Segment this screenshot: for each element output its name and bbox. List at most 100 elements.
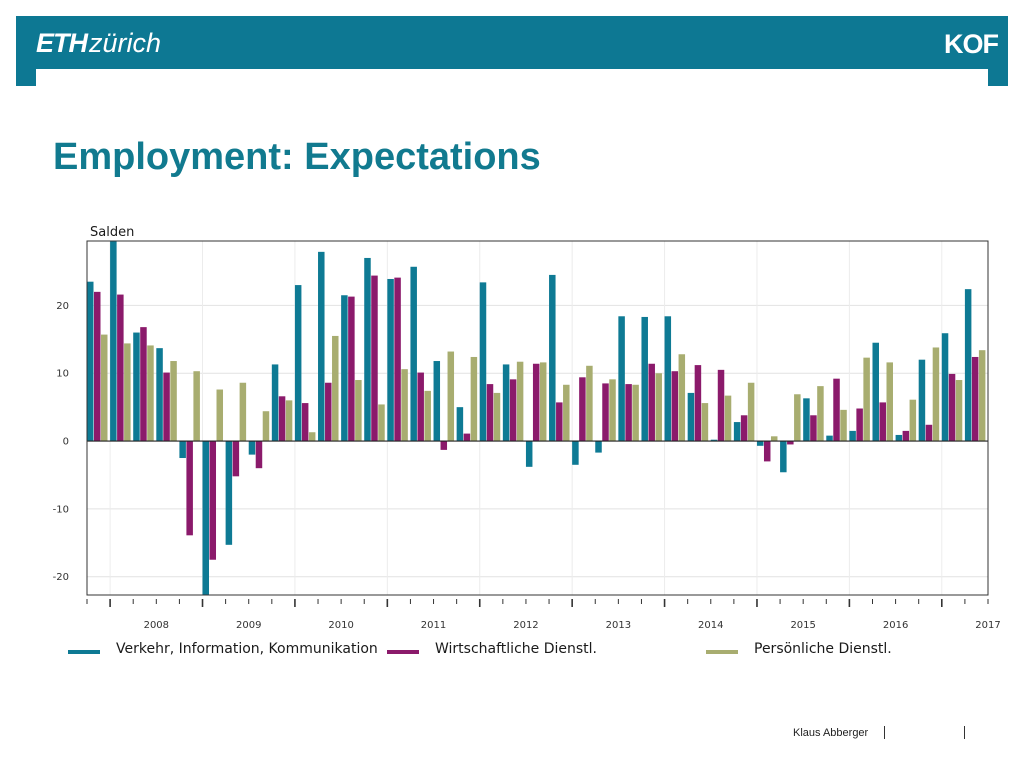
bar-2-2013Q4 — [655, 373, 662, 442]
y-tick-label: 20 — [56, 301, 69, 312]
bar-0-2015Q1 — [756, 441, 764, 446]
bar-0-2015Q2 — [780, 441, 787, 473]
bar-0-2008Q1 — [110, 241, 117, 442]
bar-2-2010Q3 — [355, 380, 362, 442]
bar-0-2011Q4 — [456, 407, 464, 442]
bar-1-2008Q4 — [186, 441, 193, 536]
bars — [87, 241, 986, 595]
header-bar — [16, 16, 1008, 69]
bar-2-2011Q4 — [470, 356, 478, 442]
bar-1-2017Q1 — [948, 373, 956, 442]
bar-2-2009Q1 — [216, 389, 224, 442]
bar-0-2009Q2 — [225, 441, 233, 545]
bar-2-2017Q2 — [978, 350, 986, 442]
bar-0-2009Q4 — [271, 364, 279, 442]
bar-1-2015Q1 — [763, 441, 771, 462]
bar-1-2013Q4 — [648, 363, 655, 442]
bar-0-2011Q3 — [433, 361, 441, 442]
bar-1-2008Q3 — [163, 372, 170, 442]
bar-1-2010Q2 — [325, 382, 332, 442]
bar-2-2010Q2 — [332, 335, 339, 442]
bar-0-2010Q3 — [341, 295, 348, 442]
bar-0-2012Q3 — [525, 441, 533, 467]
bar-1-2011Q4 — [463, 433, 471, 442]
bar-0-2016Q3 — [895, 434, 903, 442]
bar-0-2017Q2 — [964, 289, 972, 442]
bar-1-2009Q4 — [278, 396, 286, 442]
bar-2-2008Q4 — [193, 371, 200, 442]
bar-2-2008Q2 — [147, 345, 154, 442]
bar-1-2015Q3 — [810, 415, 817, 442]
bar-1-2011Q3 — [440, 441, 448, 450]
x-year-label: 2008 — [144, 620, 169, 631]
bar-1-2011Q2 — [417, 372, 424, 442]
bar-0-2010Q1 — [294, 285, 302, 442]
bar-1-2012Q3 — [532, 363, 540, 442]
bar-2-2008Q3 — [170, 361, 177, 442]
bar-2-2013Q1 — [586, 365, 593, 442]
bar-0-2015Q3 — [803, 398, 810, 442]
bar-2-2017Q1 — [955, 380, 963, 442]
bar-0-2016Q2 — [872, 342, 879, 442]
bar-1-2009Q3 — [255, 441, 263, 469]
bar-1-2015Q2 — [787, 441, 794, 445]
bar-1-2009Q1 — [209, 441, 217, 560]
bar-0-2017Q1 — [941, 333, 949, 442]
bar-2-2011Q2 — [424, 390, 431, 442]
bar-1-2016Q1 — [856, 408, 863, 442]
page-title: Employment: Expectations — [53, 136, 541, 178]
legend-label-wirtschaftliche: Wirtschaftliche Dienstl. — [435, 641, 597, 657]
bar-1-2016Q2 — [879, 402, 886, 442]
bar-2-2014Q4 — [747, 382, 755, 442]
bar-2-2015Q3 — [817, 386, 824, 442]
bar-1-2011Q1 — [394, 277, 401, 442]
bar-1-2012Q2 — [509, 379, 517, 442]
legend-swatch-verkehr — [68, 650, 100, 654]
eth-zurich-logo: ETHzürich — [36, 28, 162, 58]
bar-1-2010Q3 — [348, 296, 355, 442]
y-tick-label: -20 — [53, 572, 69, 583]
bar-0-2009Q3 — [248, 441, 256, 455]
bar-1-2009Q2 — [232, 441, 240, 477]
y-tick-label: 10 — [56, 369, 69, 380]
bar-2-2014Q3 — [724, 395, 732, 442]
kof-logo: KOF — [944, 29, 999, 59]
bar-1-2013Q1 — [579, 377, 586, 442]
bar-2-2009Q4 — [285, 400, 293, 442]
y-axis-label: Salden — [90, 225, 134, 240]
bar-0-2013Q1 — [572, 441, 579, 465]
bar-0-2015Q4 — [826, 435, 833, 442]
bar-0-2014Q1 — [664, 316, 672, 442]
header-leg-left — [16, 69, 36, 86]
bar-0-2008Q4 — [179, 441, 186, 459]
bar-0-2014Q3 — [710, 439, 718, 442]
bar-2-2014Q2 — [701, 403, 709, 442]
bar-0-2012Q1 — [479, 282, 487, 442]
bar-2-2011Q1 — [401, 369, 408, 442]
bar-2-2010Q4 — [378, 404, 385, 442]
bar-2-2012Q2 — [516, 361, 524, 442]
bar-1-2012Q1 — [486, 384, 494, 442]
footer-separator-2 — [964, 726, 965, 739]
header-leg-right — [988, 69, 1008, 86]
bar-1-2014Q2 — [694, 365, 702, 442]
x-year-label: 2017 — [975, 620, 1000, 631]
bar-1-2010Q1 — [301, 403, 309, 442]
bar-0-2008Q3 — [156, 348, 163, 442]
bar-2-2016Q2 — [886, 362, 893, 442]
bar-0-2014Q4 — [733, 422, 741, 442]
bar-0-2011Q2 — [410, 266, 417, 442]
legend-label-verkehr: Verkehr, Information, Kommunikation — [116, 641, 378, 657]
x-year-label: 2015 — [790, 620, 815, 631]
axes: -20 -10 0 10 20 2008 2009 2010 2011 2012 2013 2014 2… — [53, 301, 1001, 631]
bar-2-2009Q3 — [262, 411, 270, 442]
x-year-label: 2013 — [606, 620, 631, 631]
bar-1-2013Q2 — [602, 383, 609, 442]
bar-0-2011Q1 — [387, 278, 394, 442]
footer-separator-1 — [884, 726, 885, 739]
bar-1-2008Q1 — [117, 294, 124, 442]
bar-2-2016Q3 — [909, 399, 917, 442]
bar-1-2013Q3 — [625, 384, 632, 442]
x-year-label: 2012 — [513, 620, 538, 631]
bar-2-2015Q2 — [794, 394, 801, 442]
